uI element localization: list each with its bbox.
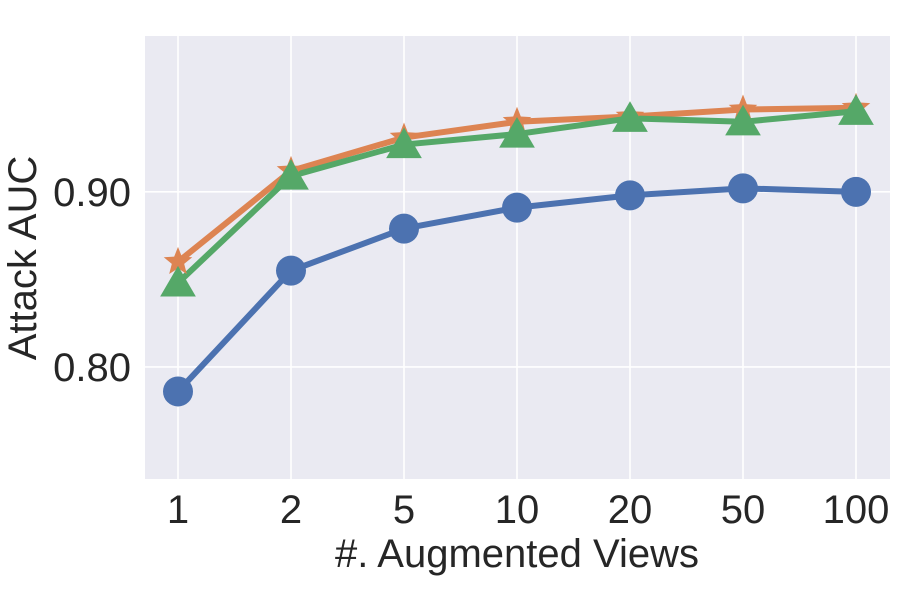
markers-layer xyxy=(160,92,874,407)
x-tick-label: 5 xyxy=(393,488,415,532)
series-0-point xyxy=(841,176,871,207)
y-tick-label: 0.80 xyxy=(53,346,131,390)
x-axis-label: #. Augmented Views xyxy=(335,532,699,576)
ticks-layer: 1 2 5 10 20 50 100 0.80 0.90 xyxy=(53,171,889,532)
x-tick-label: 2 xyxy=(280,488,302,532)
series-2-point xyxy=(499,117,535,148)
series-2-point xyxy=(386,127,422,159)
series-1-point xyxy=(163,246,193,275)
x-tick-label: 10 xyxy=(495,488,540,532)
series-0-point xyxy=(615,180,645,211)
series-2-point xyxy=(838,94,874,125)
x-tick-label: 100 xyxy=(823,488,890,532)
x-tick-label: 1 xyxy=(167,488,189,532)
series-2-point xyxy=(273,159,309,190)
series-2-point xyxy=(612,101,648,132)
series-0-point xyxy=(502,192,532,223)
series-2-point xyxy=(160,265,196,297)
series-0-point xyxy=(163,376,193,407)
series-0-point xyxy=(389,213,419,244)
x-tick-label: 50 xyxy=(721,488,766,532)
series-0-point xyxy=(276,255,306,286)
y-axis-label: Attack AUC xyxy=(1,156,45,361)
series-0-point xyxy=(728,173,758,204)
x-tick-label: 20 xyxy=(608,488,653,532)
series-2-point xyxy=(725,104,761,136)
y-tick-label: 0.90 xyxy=(53,171,131,215)
